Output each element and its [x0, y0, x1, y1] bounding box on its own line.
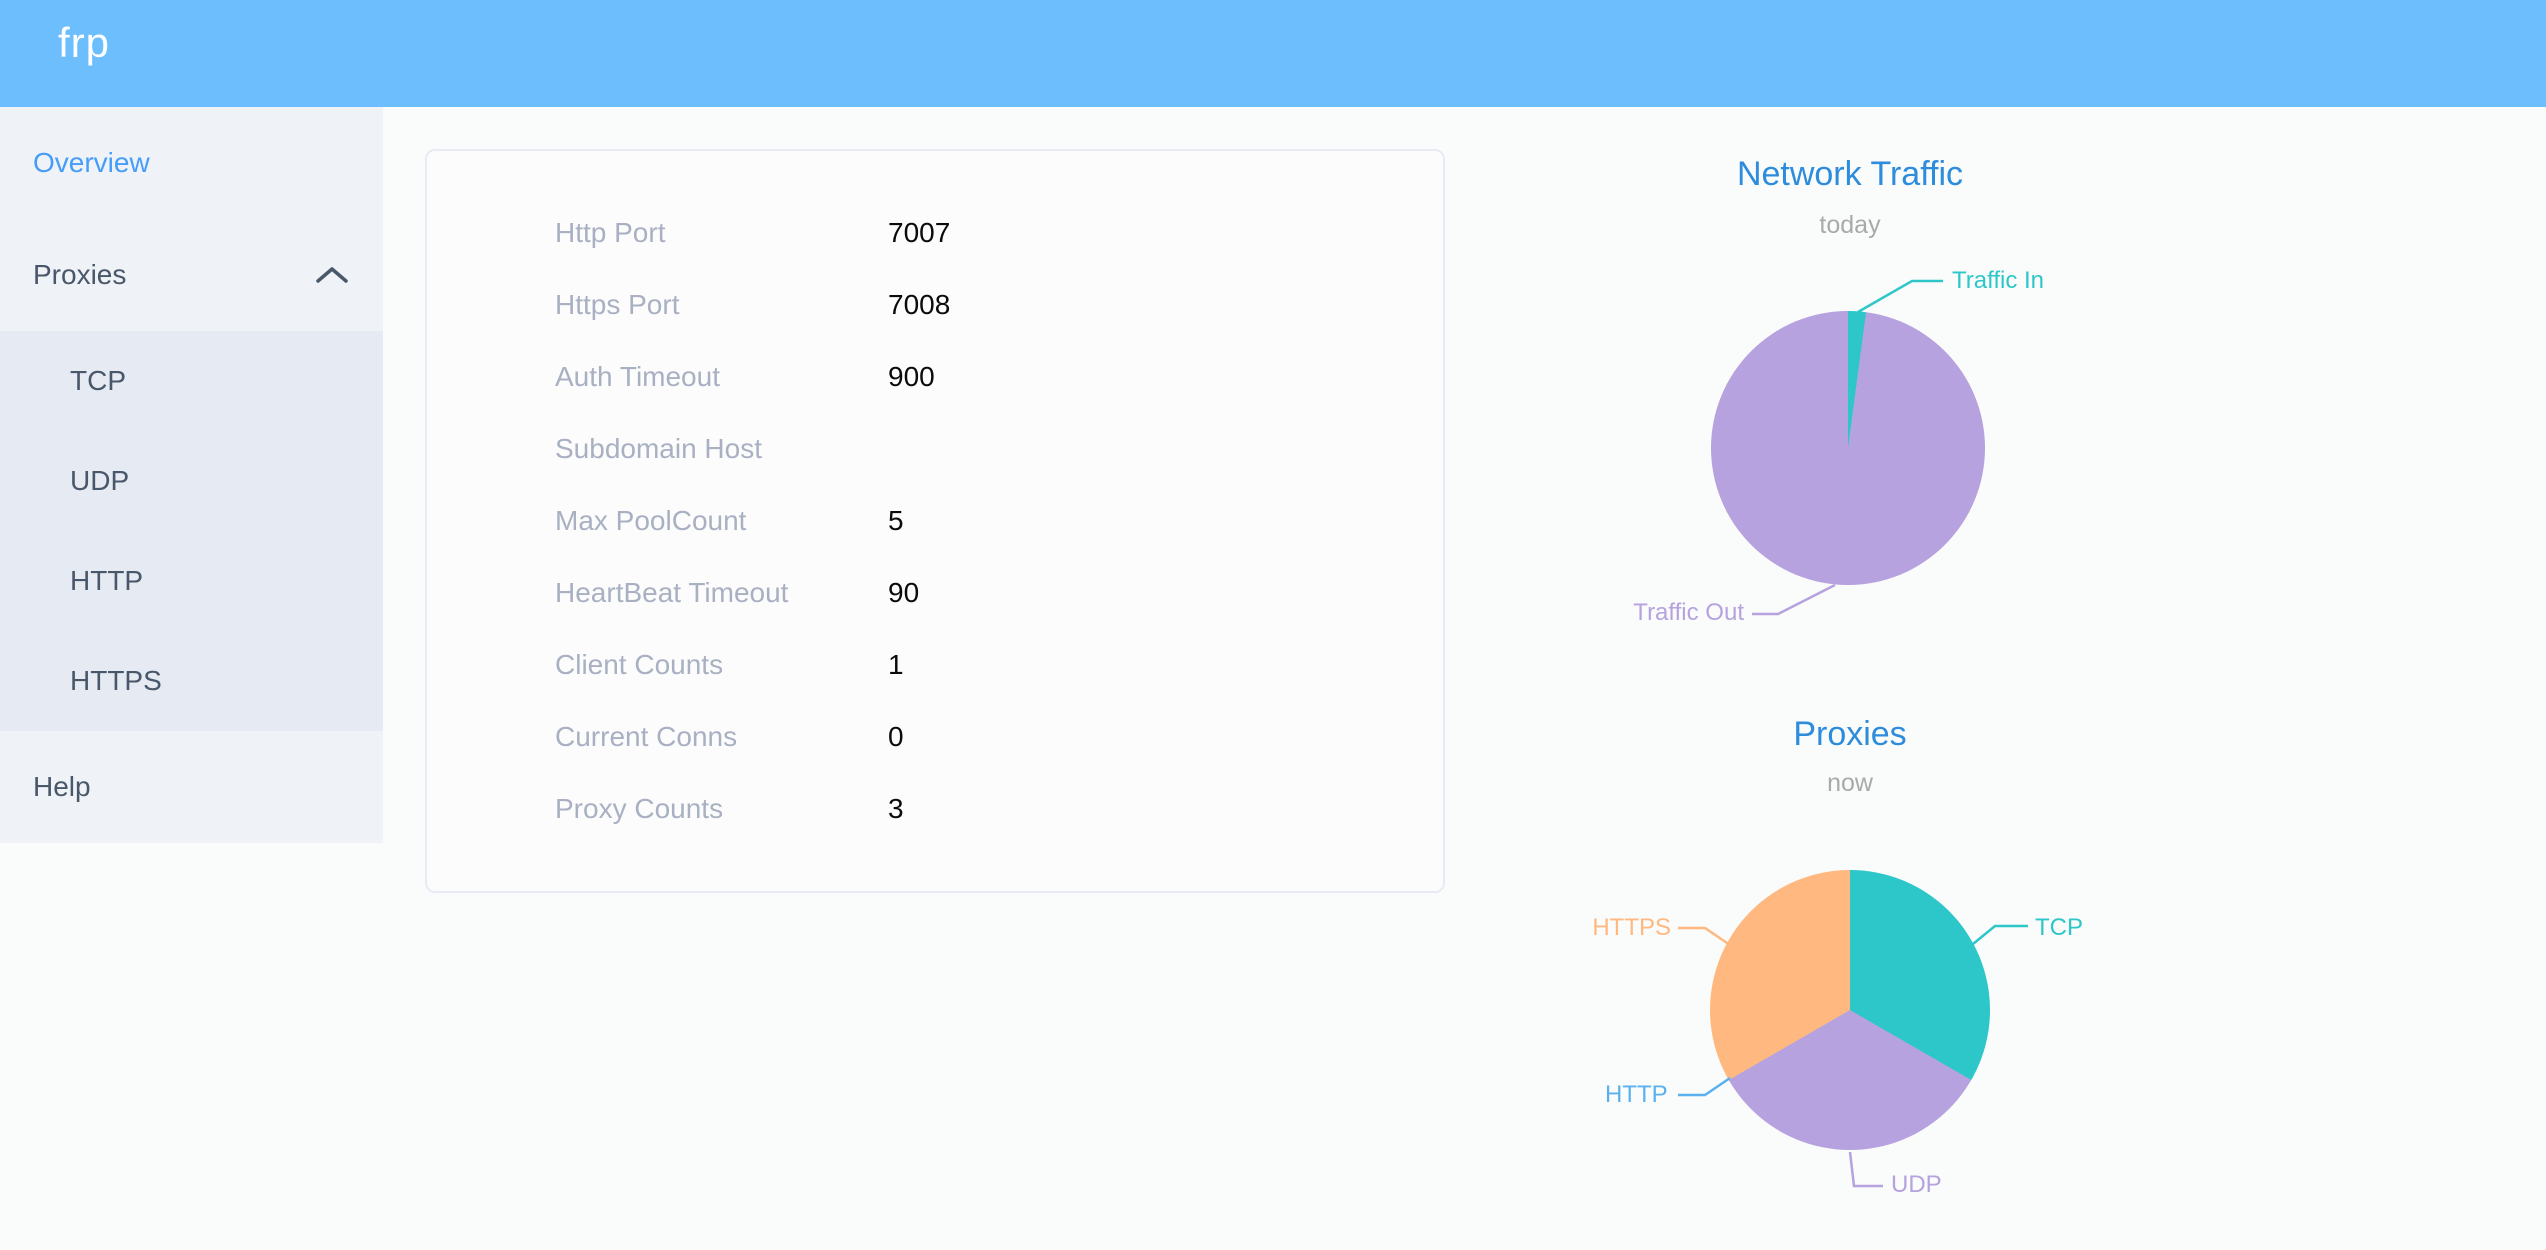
info-value: 900: [888, 361, 935, 392]
pie-label-udp: UDP: [1891, 1171, 1942, 1198]
info-label: Https Port: [555, 289, 680, 320]
app-logo: frp: [58, 19, 111, 66]
info-value: 90: [888, 577, 920, 608]
sidebar: Overview Proxies TCP UDP HTTP HTTPS Help: [0, 107, 383, 843]
network-traffic-title: Network Traffic: [1736, 155, 1964, 193]
sidebar-item-http[interactable]: HTTP: [0, 531, 383, 631]
info-label: Current Conns: [555, 721, 738, 752]
sidebar-item-overview[interactable]: Overview: [0, 107, 383, 219]
info-value: 7008: [888, 289, 951, 320]
info-value: 0: [888, 721, 904, 752]
info-value: 3: [888, 793, 904, 824]
sidebar-item-label: Proxies: [33, 259, 127, 290]
info-label: Http Port: [555, 217, 666, 248]
pie-label-http: HTTP: [1605, 1081, 1668, 1108]
info-value: 7007: [888, 217, 951, 248]
sidebar-item-label: TCP: [70, 365, 126, 396]
proxies-submenu: TCP UDP HTTP HTTPS: [0, 331, 383, 731]
server-info-card: Http Port 7007 Https Port 7008 Auth Time…: [425, 149, 1445, 893]
pie-label-tcp: TCP: [2035, 914, 2083, 941]
pie-label-traffic-out: Traffic Out: [1633, 599, 1744, 626]
proxies-pie[interactable]: [1710, 870, 1990, 1150]
info-row-proxy-counts: Proxy Counts 3: [427, 773, 1443, 845]
sidebar-item-label: Overview: [33, 147, 150, 178]
info-row-subdomain-host: Subdomain Host: [427, 413, 1443, 485]
info-row-current-conns: Current Conns 0: [427, 701, 1443, 773]
sidebar-item-udp[interactable]: UDP: [0, 431, 383, 531]
sidebar-item-label: UDP: [70, 465, 130, 496]
info-label: Max PoolCount: [555, 505, 747, 536]
info-value: 5: [888, 505, 904, 536]
info-label: Auth Timeout: [555, 361, 720, 392]
pie-label-traffic-in: Traffic In: [1952, 267, 2045, 294]
app-header: frp: [0, 0, 2546, 107]
info-label: Subdomain Host: [555, 433, 763, 464]
pie-label-https: HTTPS: [1592, 914, 1671, 941]
info-row-client-counts: Client Counts 1: [427, 629, 1443, 701]
network-traffic-pie[interactable]: [1711, 311, 1985, 585]
chevron-up-icon: [316, 267, 348, 283]
sidebar-item-https[interactable]: HTTPS: [0, 631, 383, 731]
proxies-chart-subtitle: now: [1827, 769, 1873, 797]
info-label: HeartBeat Timeout: [555, 577, 789, 608]
sidebar-item-tcp[interactable]: TCP: [0, 331, 383, 431]
info-row-heartbeat-timeout: HeartBeat Timeout 90: [427, 557, 1443, 629]
info-row-http-port: Http Port 7007: [427, 197, 1443, 269]
info-row-https-port: Https Port 7008: [427, 269, 1443, 341]
sidebar-item-label: HTTPS: [70, 665, 162, 696]
proxies-chart-title: Proxies: [1793, 715, 1907, 753]
sidebar-item-proxies[interactable]: Proxies: [0, 219, 383, 331]
sidebar-item-help[interactable]: Help: [0, 731, 383, 843]
info-label: Proxy Counts: [555, 793, 724, 824]
network-traffic-subtitle: today: [1819, 211, 1881, 239]
info-row-max-poolcount: Max PoolCount 5: [427, 485, 1443, 557]
info-value: 1: [888, 649, 904, 680]
info-label: Client Counts: [555, 649, 724, 680]
info-row-auth-timeout: Auth Timeout 900: [427, 341, 1443, 413]
sidebar-item-label: HTTP: [70, 565, 144, 596]
sidebar-item-label: Help: [33, 771, 91, 802]
